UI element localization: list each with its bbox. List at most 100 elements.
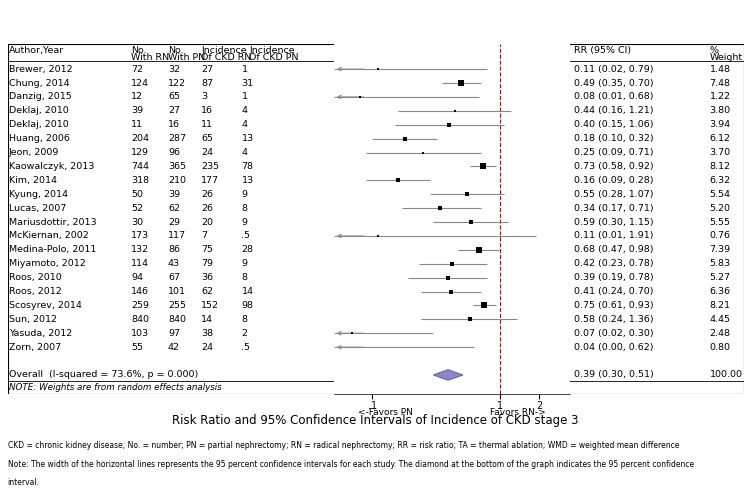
Text: 0.40 (0.15, 1.06): 0.40 (0.15, 1.06) (574, 120, 653, 129)
Text: 8: 8 (242, 273, 248, 282)
Text: 13: 13 (242, 176, 254, 185)
Text: 4: 4 (242, 148, 248, 157)
Text: 0.55 (0.28, 1.07): 0.55 (0.28, 1.07) (574, 190, 653, 199)
Text: 3.80: 3.80 (710, 106, 730, 115)
Text: 8: 8 (242, 315, 248, 324)
Text: Jeon, 2009: Jeon, 2009 (9, 148, 59, 157)
Text: 0.73 (0.58, 0.92): 0.73 (0.58, 0.92) (574, 162, 653, 171)
Text: 0.16 (0.09, 0.28): 0.16 (0.09, 0.28) (574, 176, 653, 185)
Text: Lucas, 2007: Lucas, 2007 (9, 204, 66, 213)
Text: Note: The width of the horizontal lines represents the 95 percent confidence int: Note: The width of the horizontal lines … (8, 460, 694, 468)
Text: 36: 36 (201, 273, 213, 282)
Text: 840: 840 (131, 315, 149, 324)
Text: With PN: With PN (168, 53, 206, 62)
Text: 9: 9 (242, 259, 248, 268)
Text: Danzig, 2015: Danzig, 2015 (9, 93, 72, 101)
Text: 11: 11 (131, 120, 143, 129)
Text: Yasuda, 2012: Yasuda, 2012 (9, 329, 72, 338)
Text: 24: 24 (201, 343, 213, 352)
Text: 52: 52 (131, 204, 143, 213)
Text: 0.68 (0.47, 0.98): 0.68 (0.47, 0.98) (574, 245, 653, 254)
Text: Mariusdottir, 2013: Mariusdottir, 2013 (9, 218, 97, 226)
Text: Of CKD RN: Of CKD RN (201, 53, 251, 62)
Text: 0.11 (0.02, 0.79): 0.11 (0.02, 0.79) (574, 65, 653, 74)
Text: 9: 9 (242, 190, 248, 199)
Text: 8: 8 (242, 204, 248, 213)
Text: 0.04 (0.00, 0.62): 0.04 (0.00, 0.62) (574, 343, 653, 352)
Text: RR (95% CI): RR (95% CI) (574, 46, 631, 55)
Text: 14: 14 (201, 315, 213, 324)
Text: 3.94: 3.94 (710, 120, 730, 129)
Text: 204: 204 (131, 134, 149, 143)
Text: 14: 14 (242, 287, 254, 296)
Text: 1: 1 (242, 93, 248, 101)
Text: 38: 38 (201, 329, 213, 338)
Text: 72: 72 (131, 65, 143, 74)
Text: With RN: With RN (131, 53, 170, 62)
Text: 210: 210 (168, 176, 186, 185)
Text: 39: 39 (168, 190, 180, 199)
Text: interval.: interval. (8, 478, 40, 487)
Text: 16: 16 (168, 120, 180, 129)
Text: 1.48: 1.48 (710, 65, 730, 74)
Text: 0.41 (0.24, 0.70): 0.41 (0.24, 0.70) (574, 287, 653, 296)
Text: 103: 103 (131, 329, 149, 338)
Text: 235: 235 (201, 162, 219, 171)
Text: 7.39: 7.39 (710, 245, 730, 254)
Text: 31: 31 (242, 78, 254, 88)
Text: 28: 28 (242, 245, 254, 254)
Text: 50: 50 (131, 190, 143, 199)
Text: .5: .5 (242, 343, 250, 352)
Text: 5.54: 5.54 (710, 190, 730, 199)
Text: 42: 42 (168, 343, 180, 352)
Text: 318: 318 (131, 176, 149, 185)
Text: 97: 97 (168, 329, 180, 338)
Text: Incidence: Incidence (201, 46, 247, 55)
Text: 2: 2 (242, 329, 248, 338)
Text: Overall  (I-squared = 73.6%, p = 0.000): Overall (I-squared = 73.6%, p = 0.000) (9, 370, 198, 379)
Text: 0.34 (0.17, 0.71): 0.34 (0.17, 0.71) (574, 204, 653, 213)
Text: 6.32: 6.32 (710, 176, 730, 185)
Text: Kaowalczyk, 2013: Kaowalczyk, 2013 (9, 162, 94, 171)
Text: 173: 173 (131, 231, 149, 241)
Text: 26: 26 (201, 190, 213, 199)
Text: Sun, 2012: Sun, 2012 (9, 315, 57, 324)
Text: .5: .5 (242, 231, 250, 241)
Text: 0.07 (0.02, 0.30): 0.07 (0.02, 0.30) (574, 329, 653, 338)
Text: Huang, 2006: Huang, 2006 (9, 134, 70, 143)
Text: 6.36: 6.36 (710, 287, 730, 296)
Text: 98: 98 (242, 301, 254, 310)
Text: 7: 7 (201, 231, 207, 241)
Text: 6.12: 6.12 (710, 134, 730, 143)
Text: 65: 65 (168, 93, 180, 101)
Text: 124: 124 (131, 78, 149, 88)
Text: 5.55: 5.55 (710, 218, 730, 226)
Text: 9: 9 (242, 218, 248, 226)
Text: 27: 27 (168, 106, 180, 115)
Text: Kim, 2014: Kim, 2014 (9, 176, 57, 185)
Text: 101: 101 (168, 287, 186, 296)
Text: 177: 177 (201, 176, 219, 185)
Text: Scosyrev, 2014: Scosyrev, 2014 (9, 301, 82, 310)
Text: 11: 11 (201, 120, 213, 129)
Text: 8.21: 8.21 (710, 301, 730, 310)
Text: 29: 29 (168, 218, 180, 226)
Text: Deklaj, 2010: Deklaj, 2010 (9, 106, 69, 115)
Text: 5.83: 5.83 (710, 259, 730, 268)
Text: Roos, 2012: Roos, 2012 (9, 287, 62, 296)
Text: 13: 13 (242, 134, 254, 143)
Text: 12: 12 (131, 93, 143, 101)
Text: 96: 96 (168, 148, 180, 157)
Text: Favors RN->: Favors RN-> (490, 408, 546, 417)
Text: 146: 146 (131, 287, 149, 296)
Text: 0.39 (0.19, 0.78): 0.39 (0.19, 0.78) (574, 273, 653, 282)
Text: 79: 79 (201, 259, 213, 268)
Text: Risk Ratio and 95% Confidence Intervals of Incidence of CKD stage 3: Risk Ratio and 95% Confidence Intervals … (172, 414, 578, 427)
Text: CKD = chronic kidney disease; No. = number; PN = partial nephrectomy; RN = radic: CKD = chronic kidney disease; No. = numb… (8, 441, 679, 450)
Text: 100.00: 100.00 (710, 370, 742, 379)
Text: Author,Year: Author,Year (9, 46, 64, 55)
Text: 16: 16 (201, 106, 213, 115)
Text: 55: 55 (131, 343, 143, 352)
Text: 0.42 (0.23, 0.78): 0.42 (0.23, 0.78) (574, 259, 653, 268)
Text: 4: 4 (242, 106, 248, 115)
